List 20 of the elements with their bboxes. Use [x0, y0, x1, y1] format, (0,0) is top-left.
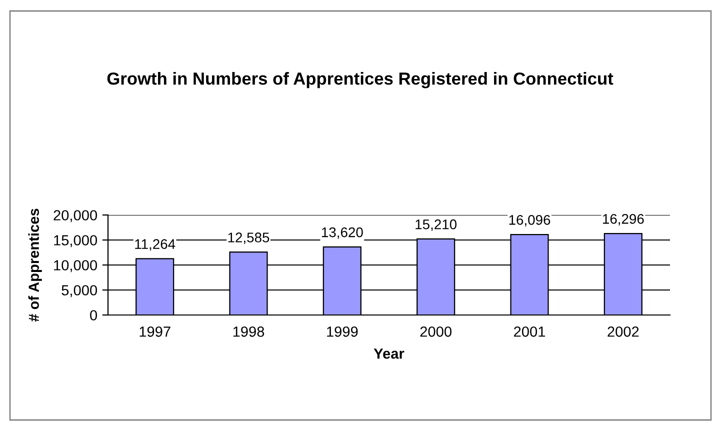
y-tick-label: 10,000	[54, 260, 98, 272]
data-label: 15,210	[416, 219, 457, 231]
x-axis-title: Year	[374, 348, 404, 359]
x-tick-label: 1998	[233, 326, 264, 337]
x-tick-label: 1999	[327, 326, 358, 337]
x-tick-label: 1997	[140, 326, 170, 337]
data-label: 13,620	[322, 227, 363, 239]
y-tick-label: 5,000	[62, 285, 98, 298]
y-axis-title: # of Apprentices	[28, 208, 42, 322]
data-label: 12,585	[228, 232, 270, 244]
x-tick-label: 2002	[608, 326, 639, 337]
x-tick-label: 2001	[514, 326, 546, 337]
y-tick-label: 0	[90, 310, 98, 320]
y-tick-label: 20,000	[54, 210, 98, 222]
chart-title: Growth in Numbers of Apprentices Registered in Connecticut	[107, 72, 614, 88]
data-label: 16,096	[509, 214, 550, 226]
y-tick-label: 15,000	[54, 235, 98, 248]
data-label: 11,264	[135, 239, 176, 251]
data-label: 16,296	[602, 214, 644, 226]
x-tick-label: 2000	[420, 326, 452, 337]
